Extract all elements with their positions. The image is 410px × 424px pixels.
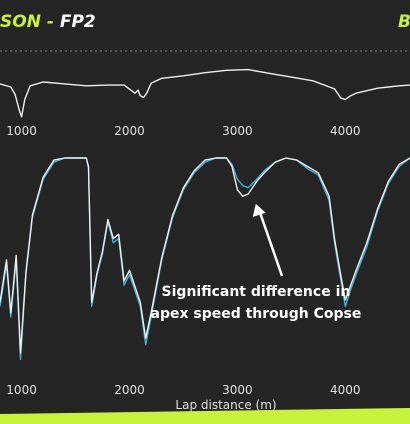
annotation-line-1: Significant difference in [162,284,351,300]
speed-x-tick-label: 1000 [6,383,37,397]
delta-series-line-0 [0,68,410,118]
delta-x-tick-label: 1000 [6,124,37,138]
delta-x-tick-label: 3000 [222,124,253,138]
x-axis-label: Lap distance (m) [175,398,276,412]
speed-x-tick-label: 2000 [114,383,145,397]
footer-band [0,408,410,424]
title-separator: - [41,12,60,32]
annotation-arrow-head [252,203,266,217]
annotation-arrow-shaft [258,211,284,277]
speed-x-axis: 1000 2000 3000 4000 [6,383,360,397]
delta-x-axis: 1000 2000 3000 4000 [6,124,360,138]
title: SON - FP2 [0,12,96,32]
speed-series-line-1 [0,157,410,354]
title-session: FP2 [60,12,96,32]
speed-x-tick-label: 3000 [222,383,253,397]
delta-panel [0,68,410,118]
title-driver-name: SON [0,12,41,32]
delta-x-tick-label: 4000 [330,124,361,138]
annotation: Significant difference in apex speed thro… [151,203,362,322]
annotation-line-2: apex speed through Copse [151,306,362,322]
delta-x-tick-label: 2000 [114,124,145,138]
header-right-fragment: B [398,12,410,32]
speed-panel [0,157,410,361]
speed-x-tick-label: 4000 [330,383,361,397]
